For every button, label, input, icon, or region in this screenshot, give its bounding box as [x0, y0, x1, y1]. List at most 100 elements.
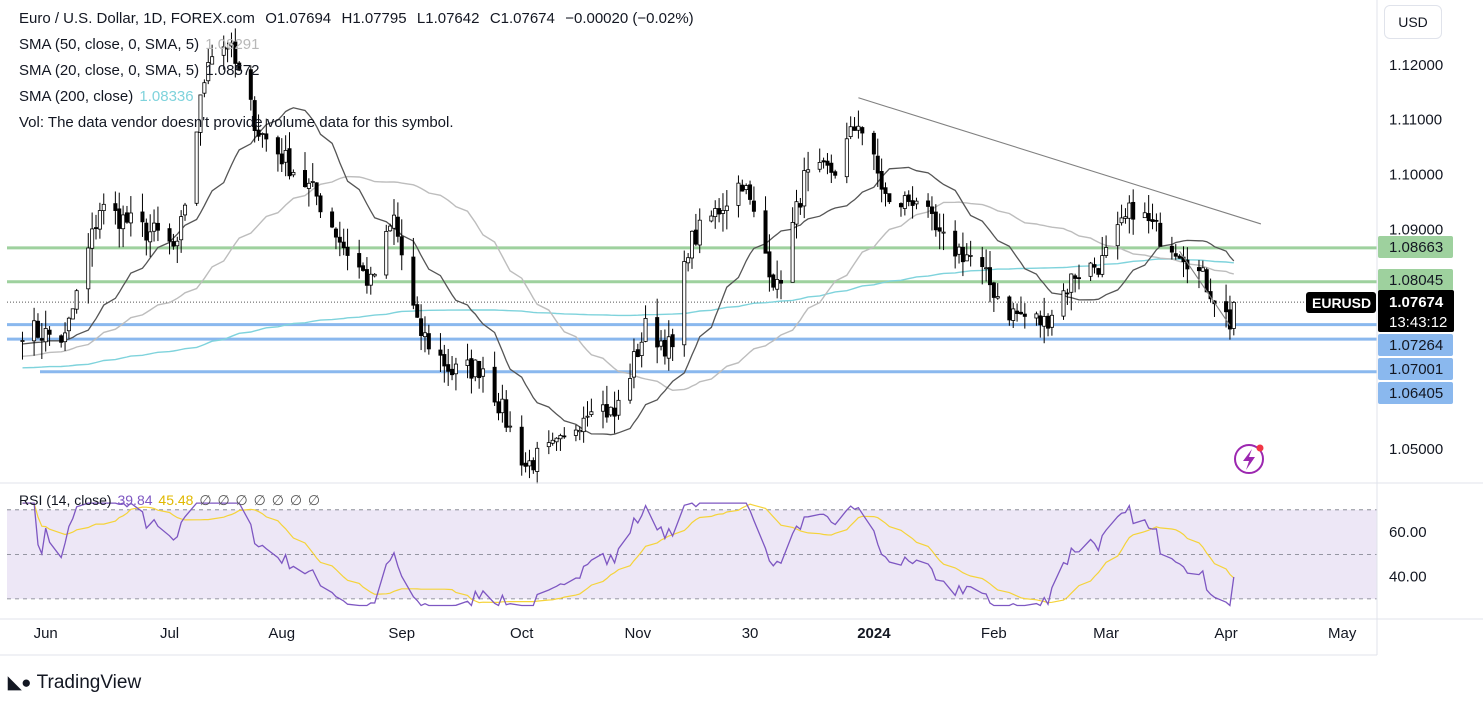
candle — [237, 61, 242, 72]
candle — [1096, 267, 1101, 278]
candle — [666, 320, 671, 371]
time-tick-label: Jul — [160, 625, 179, 642]
countdown-label: 13:43:12 — [1389, 314, 1447, 331]
candle — [562, 427, 567, 439]
rsi-line — [22, 502, 1235, 607]
candle — [1115, 211, 1120, 260]
candle-body — [392, 214, 397, 229]
candle-body — [879, 170, 884, 190]
candle — [1227, 295, 1232, 340]
candle — [422, 316, 427, 353]
sma20-value: 1.08572 — [205, 62, 260, 79]
candle — [914, 197, 919, 210]
rsi-extra-0: ∅ — [199, 492, 212, 508]
rsi-tick-label: 40.00 — [1389, 569, 1427, 586]
symbol-badge-label: EURUSD — [1312, 295, 1371, 311]
candle-body — [779, 279, 784, 284]
candle — [775, 260, 780, 299]
candle-body — [206, 62, 211, 82]
resistance-tag-bg — [1378, 236, 1453, 258]
candle-body — [384, 231, 389, 276]
candle — [97, 202, 102, 239]
candle — [720, 193, 725, 232]
candle — [361, 262, 366, 272]
candle-body — [399, 236, 404, 256]
sma50-label: SMA (50, close, 0, SMA, 5) — [19, 36, 200, 53]
candle-body — [101, 203, 106, 212]
lightning-icon[interactable] — [1234, 444, 1264, 474]
candle-body — [496, 401, 501, 414]
candle — [953, 220, 958, 269]
change-value: −0.00020 (−0.02%) — [565, 10, 694, 27]
candle — [968, 240, 973, 267]
candle-body — [1177, 255, 1182, 259]
candle — [682, 250, 687, 357]
candle — [910, 186, 915, 219]
candle-body — [453, 363, 458, 375]
time-tick-label: Mar — [1093, 625, 1119, 642]
candle — [372, 273, 377, 278]
candle — [90, 212, 95, 267]
candle-body — [964, 254, 969, 262]
candle-body — [523, 462, 528, 467]
candle — [1049, 309, 1054, 336]
price-badge-bg — [1378, 290, 1454, 332]
time-tick-label: Oct — [510, 625, 534, 642]
candle — [523, 452, 528, 473]
sma50-legend[interactable]: SMA (50, close, 0, SMA, 5) 1.08291 — [19, 36, 261, 53]
candle — [980, 246, 985, 285]
candle-body — [616, 399, 621, 416]
candle-body — [914, 200, 919, 205]
candle — [1022, 303, 1027, 329]
candle — [39, 323, 44, 359]
candle-body — [333, 228, 338, 238]
candle-body — [856, 125, 861, 131]
currency-button[interactable]: USD — [1384, 5, 1442, 39]
candle — [388, 223, 393, 232]
candle — [225, 41, 230, 63]
candle-body — [871, 132, 876, 155]
candle — [306, 178, 311, 207]
candle-body — [720, 209, 725, 214]
sma200-legend[interactable]: SMA (200, close) 1.08336 — [19, 88, 196, 105]
candle-body — [1007, 296, 1012, 321]
candle — [1077, 264, 1082, 290]
candle — [713, 200, 718, 229]
candle-body — [968, 255, 973, 257]
candle — [577, 426, 582, 441]
candle-body — [941, 231, 946, 234]
candle-body — [415, 304, 420, 318]
candle-body — [1069, 273, 1074, 293]
candle — [171, 233, 176, 250]
resistance-tag-label: 1.08663 — [1389, 239, 1443, 256]
candle — [600, 390, 605, 429]
candle-body — [1146, 213, 1151, 222]
candle — [527, 449, 532, 479]
candle — [987, 251, 992, 303]
candle-body — [748, 184, 753, 200]
candle-body — [1158, 222, 1163, 247]
tradingview-logo[interactable]: ◣● TradingView — [8, 672, 141, 694]
tradingview-icon: ◣● — [8, 673, 32, 692]
candle — [221, 35, 226, 70]
symbol-badge-bg — [1306, 292, 1376, 313]
candle-body — [585, 415, 590, 418]
symbol-header: Euro / U.S. Dollar, 1D, FOREX.com O1.076… — [19, 10, 696, 27]
support-tag-label: 1.07001 — [1389, 361, 1443, 378]
candle — [879, 158, 884, 203]
rsi-legend[interactable]: RSI (14, close) 39.84 45.48 ∅ ∅ ∅ ∅ ∅ ∅ … — [19, 492, 322, 509]
candle-body — [666, 336, 671, 359]
candle — [438, 333, 443, 372]
candle — [291, 169, 296, 178]
trendline — [1179, 251, 1231, 326]
candle-body — [20, 340, 25, 342]
support-price-tag: 1.07001 — [1378, 358, 1453, 380]
candle — [442, 344, 447, 383]
sma20-legend[interactable]: SMA (20, close, 0, SMA, 5) 1.08572 — [19, 62, 261, 79]
candle-body — [690, 230, 695, 259]
candle-body — [535, 447, 540, 472]
candle-body — [446, 364, 451, 372]
support-tag-bg — [1378, 334, 1453, 356]
candle — [121, 205, 126, 248]
